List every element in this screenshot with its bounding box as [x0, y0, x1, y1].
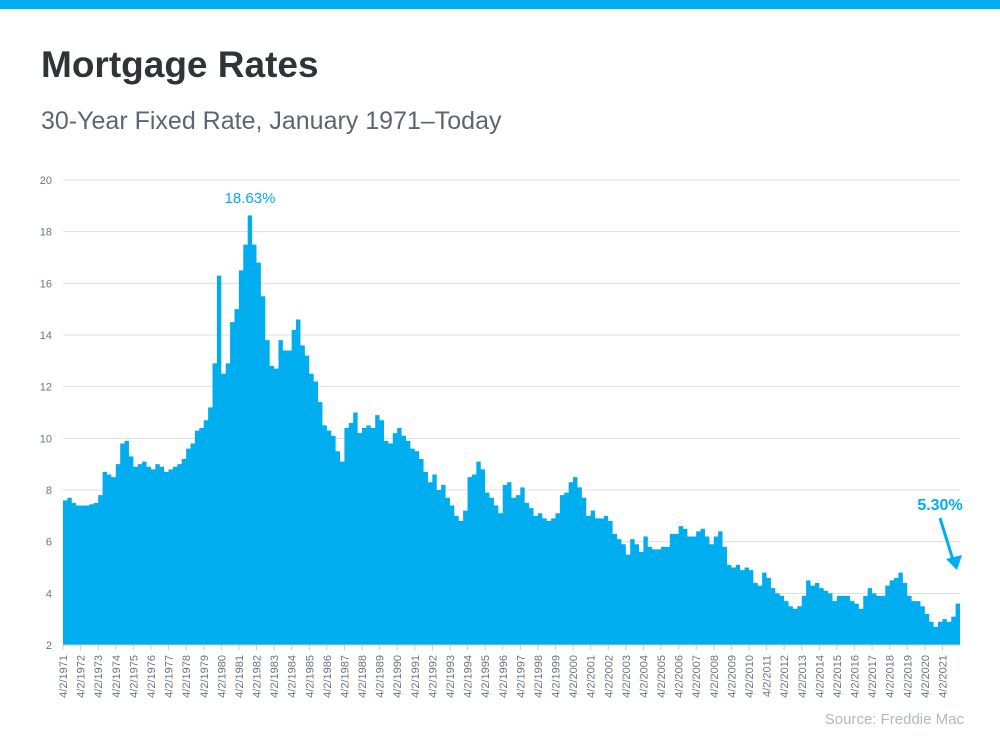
arrow-head [946, 555, 962, 570]
x-tick-label: 4/2/1995 [480, 655, 492, 698]
x-tick-label: 4/2/1982 [252, 655, 264, 698]
y-axis-labels: 2 4 6 8 10 12 14 16 18 20 [40, 175, 52, 652]
source-note: Source: Freddie Mac [824, 711, 964, 728]
x-tick-label: 4/2/2009 [726, 655, 738, 698]
x-tick-label: 4/2/1985 [304, 655, 316, 698]
x-tick-label: 4/2/1989 [375, 655, 387, 698]
x-tick-label: 4/2/1977 [164, 655, 176, 698]
x-tick-label: 4/2/2021 [937, 655, 949, 698]
x-axis: 4/2/1971 4/2/1972 4/2/1973 4/2/1974 4/2/1975… [58, 644, 960, 698]
x-tick-label: 4/2/1975 [128, 655, 140, 698]
x-tick-label: 4/2/1999 [551, 655, 563, 698]
x-tick-label: 4/2/2001 [586, 655, 598, 698]
x-tick-label: 4/2/1997 [515, 655, 527, 698]
y-tick-label: 16 [40, 278, 52, 290]
x-tick-label: 4/2/1983 [269, 655, 281, 698]
x-tick-label: 4/2/2011 [762, 655, 774, 697]
x-tick-label: 4/2/1992 [427, 655, 439, 698]
x-tick-label: 4/2/1976 [146, 655, 158, 698]
x-tick-label: 4/2/2014 [814, 655, 826, 698]
rate-area-series [63, 215, 960, 645]
x-tick-label: 4/2/1974 [111, 655, 123, 698]
x-tick-label: 4/2/1998 [533, 655, 545, 698]
x-tick-label: 4/2/2008 [709, 655, 721, 698]
y-tick-label: 2 [46, 640, 52, 652]
x-tick-label: 4/2/2000 [568, 655, 580, 698]
x-tick-label: 4/2/1973 [93, 655, 105, 698]
y-tick-label: 20 [40, 175, 52, 187]
x-tick-label: 4/2/1978 [181, 655, 193, 698]
peak-annotation: 18.63% [225, 190, 276, 207]
y-tick-label: 10 [40, 433, 52, 445]
x-tick-label: 4/2/2010 [744, 655, 756, 698]
x-tick-label: 4/2/1996 [498, 655, 510, 698]
x-tick-label: 4/2/1993 [445, 655, 457, 698]
y-tick-label: 6 [46, 537, 52, 549]
y-tick-label: 18 [40, 227, 52, 239]
x-tick-label: 4/2/2015 [832, 655, 844, 698]
x-tick-label: 4/2/2019 [902, 655, 914, 698]
x-tick-label: 4/2/1971 [58, 655, 70, 698]
x-tick-label: 4/2/1980 [216, 655, 228, 698]
x-tick-label: 4/2/2003 [621, 655, 633, 698]
x-tick-label: 4/2/1981 [234, 655, 246, 698]
x-tick-label: 4/2/1994 [463, 655, 475, 698]
arrow-icon [938, 517, 962, 570]
y-tick-label: 8 [46, 485, 52, 497]
arrow-shaft [938, 517, 955, 561]
x-tick-label: 4/2/2018 [885, 655, 897, 698]
top-accent-bar [0, 0, 1000, 9]
x-tick-label: 4/2/2005 [656, 655, 668, 698]
x-tick-label: 4/2/1972 [76, 655, 88, 698]
y-tick-label: 12 [40, 382, 52, 394]
y-tick-label: 14 [40, 330, 52, 342]
x-tick-label: 4/2/1986 [322, 655, 334, 698]
current-annotation: 5.30% [917, 497, 962, 514]
x-tick-label: 4/2/2017 [867, 655, 879, 698]
x-tick-label: 4/2/2013 [797, 655, 809, 698]
x-tick-label: 4/2/1988 [357, 655, 369, 698]
x-tick-label: 4/2/2012 [779, 655, 791, 698]
x-tick-label: 4/2/2006 [674, 655, 686, 698]
x-tick-label: 4/2/2016 [850, 655, 862, 698]
page-title: Mortgage Rates [41, 44, 319, 85]
x-tick-label: 4/2/1979 [199, 655, 211, 698]
x-tick-label: 4/2/2002 [603, 655, 615, 698]
x-tick-label: 4/2/1991 [410, 655, 422, 698]
y-tick-label: 4 [46, 588, 52, 600]
x-tick-label: 4/2/1987 [339, 655, 351, 698]
page-subtitle: 30-Year Fixed Rate, January 1971–Today [41, 107, 502, 135]
x-tick-label: 4/2/1984 [287, 655, 299, 698]
x-tick-label: 4/2/2004 [638, 655, 650, 698]
x-tick-label: 4/2/2020 [920, 655, 932, 698]
x-tick-label: 4/2/2007 [691, 655, 703, 698]
x-tick-label: 4/2/1990 [392, 655, 404, 698]
